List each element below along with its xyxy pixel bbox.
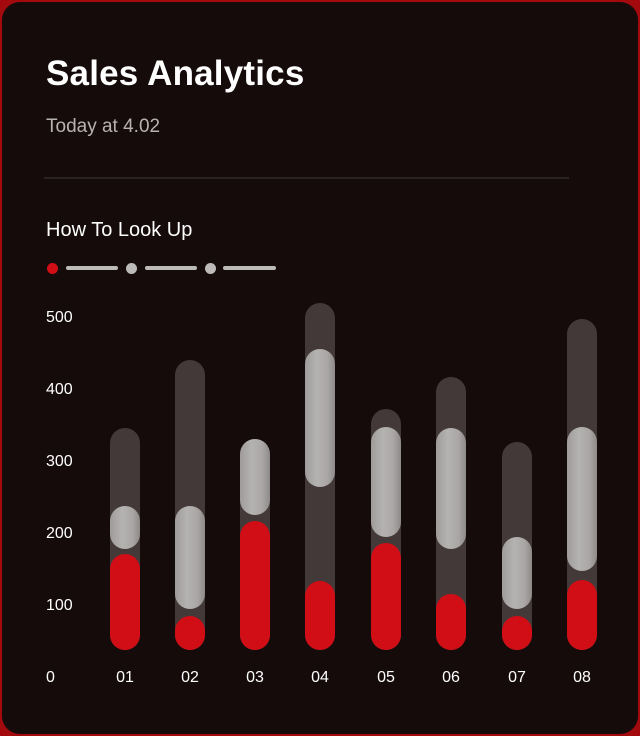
page-title: Sales Analytics (46, 54, 305, 93)
y-tick-label: 0 (46, 669, 55, 686)
bar-grey-segment (110, 505, 140, 550)
bar-grey-segment (502, 536, 532, 609)
bar-red-segment (175, 616, 205, 650)
bar-red-segment (240, 521, 270, 650)
bar-grey-segment (567, 426, 597, 571)
legend-line (66, 266, 118, 270)
bar-grey-segment (175, 505, 205, 609)
bar-grey-segment (371, 426, 401, 537)
bar-red-segment (567, 580, 597, 650)
bar-red-segment (110, 554, 140, 650)
y-tick-label: 500 (46, 309, 73, 326)
x-tick-label: 03 (246, 669, 264, 686)
bar-red-segment (305, 580, 335, 650)
x-tick-label: 08 (573, 669, 591, 686)
bar-grey-segment (436, 428, 466, 550)
bar-grey-segment (305, 348, 335, 488)
y-tick-label: 400 (46, 381, 73, 398)
x-tick-label: 07 (508, 669, 526, 686)
x-tick-label: 01 (116, 669, 134, 686)
timestamp: Today at 4.02 (46, 116, 161, 137)
chart-title: How To Look Up (46, 219, 193, 241)
x-tick-label: 02 (181, 669, 199, 686)
y-tick-label: 300 (46, 453, 73, 470)
divider (44, 177, 569, 179)
bar-red-segment (502, 616, 532, 650)
bar-red-segment (436, 593, 466, 650)
legend-line (223, 266, 276, 270)
bar-grey-segment (240, 438, 270, 516)
legend-dot-series-grey-2 (204, 262, 216, 274)
y-tick-label: 200 (46, 525, 73, 542)
y-tick-label: 100 (46, 597, 73, 614)
legend-dot-series-grey-1 (125, 262, 137, 274)
bar-red-segment (371, 543, 401, 650)
legend-line (145, 266, 197, 270)
x-tick-label: 06 (442, 669, 460, 686)
x-tick-label: 04 (311, 669, 329, 686)
x-tick-label: 05 (377, 669, 395, 686)
legend-dot-series-red (46, 262, 58, 274)
